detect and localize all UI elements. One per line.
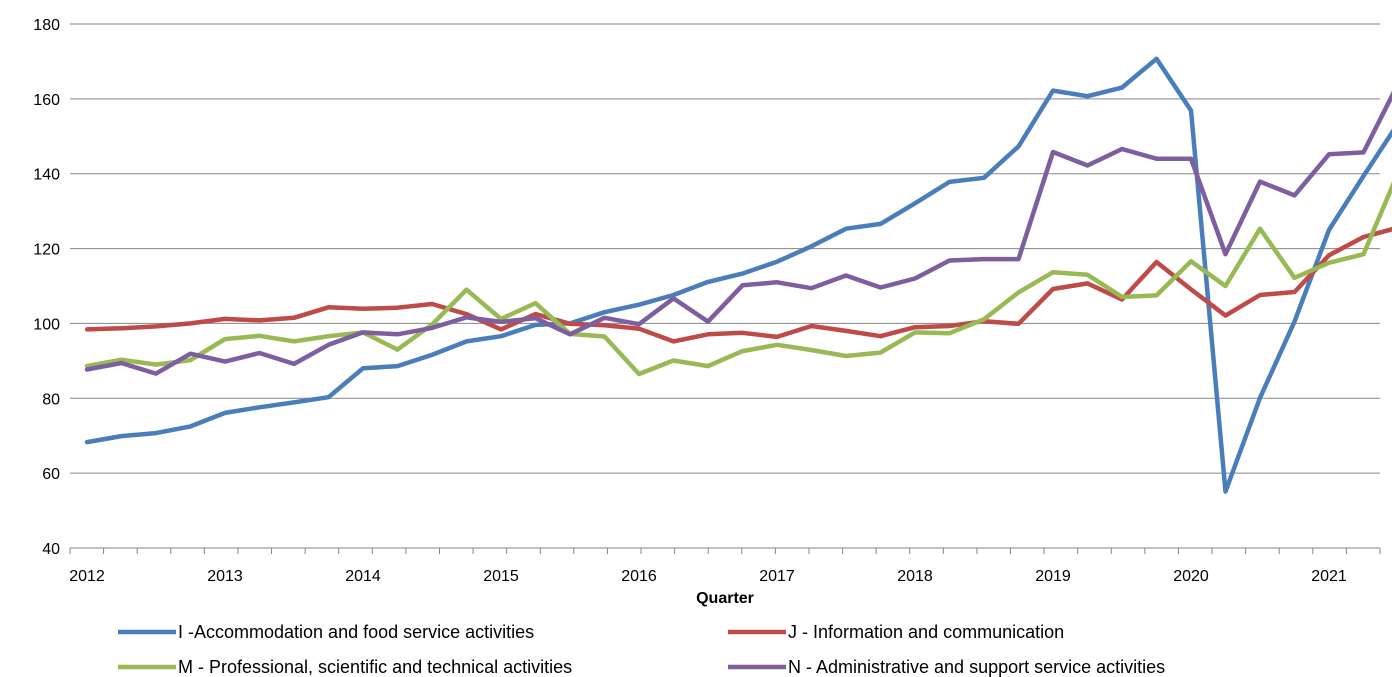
x-axis-tick-labels: 2012 2013 2014 2015 2016 2017 2018 2019 2020 2021 xyxy=(69,568,1347,585)
x-tick-label: 2012 xyxy=(69,568,105,585)
x-tick-label: 2019 xyxy=(1035,568,1071,585)
y-tick-label: 120 xyxy=(33,242,60,259)
y-tick-label: 100 xyxy=(33,316,60,333)
y-tick-label: 60 xyxy=(42,466,60,483)
legend-item-4: N - Administrative and support service a… xyxy=(728,657,1165,677)
x-tick-label: 2013 xyxy=(207,568,243,585)
series-line-1 xyxy=(84,56,1392,494)
series-line-2 xyxy=(84,226,1392,344)
x-tick-label: 2017 xyxy=(759,568,795,585)
legend-item-3: M - Professional, scientific and technic… xyxy=(118,657,572,677)
grid-lines xyxy=(70,23,1380,549)
series-line-3 xyxy=(84,181,1392,377)
x-axis xyxy=(69,547,1381,554)
y-axis-tick-labels: 40 60 80 100 120 140 160 180 xyxy=(33,17,60,558)
x-tick-label: 2020 xyxy=(1173,568,1209,585)
x-tick-label: 2018 xyxy=(897,568,933,585)
y-tick-label: 80 xyxy=(42,391,60,408)
legend-item-2: J - Information and communication xyxy=(728,622,1064,642)
x-tick-label: 2016 xyxy=(621,568,657,585)
legend-label: I -Accommodation and food service activi… xyxy=(178,622,534,642)
legend: I -Accommodation and food service activi… xyxy=(118,622,1165,677)
y-tick-label: 160 xyxy=(33,92,60,109)
legend-label: J - Information and communication xyxy=(788,622,1064,642)
y-tick-label: 180 xyxy=(33,17,60,34)
y-tick-label: 140 xyxy=(33,167,60,184)
legend-label: M - Professional, scientific and technic… xyxy=(178,657,572,677)
series-lines xyxy=(84,56,1392,494)
x-tick-label: 2014 xyxy=(345,568,381,585)
legend-label: N - Administrative and support service a… xyxy=(788,657,1165,677)
y-tick-label: 40 xyxy=(42,541,60,558)
x-tick-label: 2015 xyxy=(483,568,519,585)
x-tick-label: 2021 xyxy=(1311,568,1347,585)
legend-item-1: I -Accommodation and food service activi… xyxy=(118,622,534,642)
x-axis-title: Quarter xyxy=(696,590,754,607)
series-line-4 xyxy=(84,90,1392,376)
